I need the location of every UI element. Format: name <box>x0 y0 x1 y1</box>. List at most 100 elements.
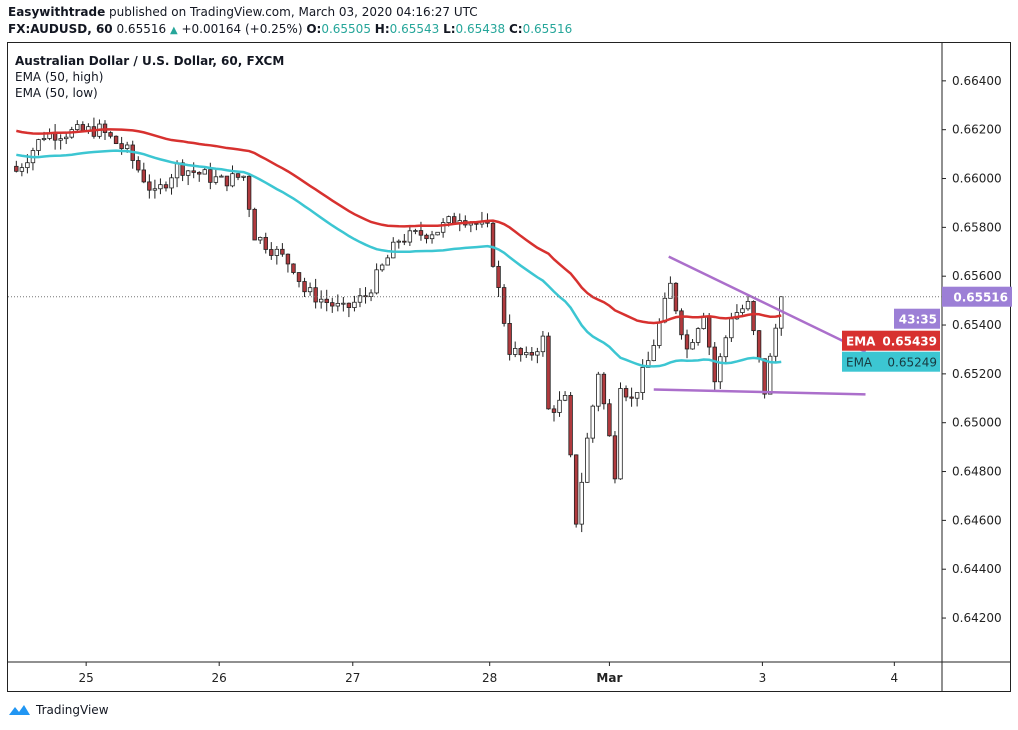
candle-down <box>80 124 86 131</box>
candle-down <box>418 230 424 236</box>
candle-down <box>501 287 507 324</box>
candle-up <box>396 240 401 243</box>
ema-high-value: 0.65439 <box>882 335 937 349</box>
ema-high-tag: EMA <box>846 335 876 349</box>
author[interactable]: Easywithtrade <box>8 5 106 19</box>
publish-info: Easywithtrade published on TradingView.c… <box>8 5 478 19</box>
candle-up <box>357 295 363 303</box>
candle-down <box>280 248 285 255</box>
candle-up <box>562 394 568 401</box>
candle-down <box>529 352 535 356</box>
candle-up <box>352 301 357 308</box>
candle-down <box>573 454 579 525</box>
chart-legend: Australian Dollar / U.S. Dollar, 60, FXC… <box>15 53 284 101</box>
candle-up <box>557 399 562 413</box>
price-tick-label: 0.64800 <box>952 465 1002 479</box>
price-tick-label: 0.65000 <box>952 416 1002 430</box>
candle-down <box>496 265 501 288</box>
open-value: 0.65505 <box>321 22 371 36</box>
candle-up <box>435 231 440 236</box>
legend-title: Australian Dollar / U.S. Dollar, 60, FXC… <box>15 54 285 68</box>
candle-down <box>302 281 307 293</box>
candle-up <box>391 241 396 259</box>
candle-down <box>163 184 169 189</box>
candle-up <box>640 367 645 393</box>
candle-up <box>657 321 662 346</box>
candle-down <box>629 396 634 399</box>
candle-up <box>718 356 723 383</box>
candle-up <box>690 342 695 350</box>
candle-up <box>590 405 595 439</box>
candle-down <box>14 165 19 172</box>
trendline-lower <box>653 388 866 396</box>
candle-down <box>684 334 690 350</box>
time-tick-label: 28 <box>482 671 497 685</box>
candle-down <box>224 175 230 187</box>
candle-down <box>252 208 257 241</box>
candle-up <box>185 170 191 176</box>
footer-brand[interactable]: TradingView <box>8 703 109 717</box>
time-tick-label: 4 <box>891 671 899 685</box>
candle-up <box>440 222 446 233</box>
candle-down <box>147 181 152 191</box>
candle-up <box>446 216 451 223</box>
low-value: 0.65438 <box>455 22 506 36</box>
price-tick-label: 0.66000 <box>952 172 1002 186</box>
candle-up <box>374 269 379 294</box>
time-tick-label: Mar <box>596 671 622 685</box>
publish-date: published on TradingView.com, March 03, … <box>109 5 478 19</box>
candle-up <box>318 298 324 303</box>
price-tick-label: 0.65200 <box>952 367 1002 381</box>
candle-down <box>235 173 241 178</box>
candle-down <box>313 287 318 303</box>
countdown-label: 43:35 <box>899 313 937 327</box>
candle-down <box>180 162 185 176</box>
change: +0.00164 (+0.25%) <box>181 22 303 36</box>
ema-low-label-bg <box>842 351 940 372</box>
price-tick-label: 0.64400 <box>952 562 1002 576</box>
ema-high-line <box>16 128 782 325</box>
candle-down <box>607 403 612 437</box>
candle-down <box>712 346 717 383</box>
candle-down <box>601 373 607 405</box>
candle-up <box>25 162 30 169</box>
candle-down <box>623 388 629 398</box>
last-price: 0.65516 <box>116 22 167 36</box>
candle-up <box>634 392 640 399</box>
close-value: 0.65516 <box>522 22 573 36</box>
legend-ema-high[interactable]: EMA (50, high) <box>15 70 104 84</box>
candle-up <box>213 176 219 183</box>
candle-up <box>745 300 751 310</box>
up-arrow-icon: ▲ <box>169 25 178 36</box>
time-tick-label: 25 <box>79 671 94 685</box>
candle-up <box>307 287 313 293</box>
candle-down <box>568 394 573 456</box>
candle-down <box>679 310 684 336</box>
legend-ema-low[interactable]: EMA (50, low) <box>15 86 98 100</box>
candle-down <box>546 335 551 410</box>
close-label: C: <box>508 22 523 36</box>
candle-up <box>385 257 390 266</box>
brand-name: TradingView <box>36 703 109 717</box>
candle-up <box>773 327 778 357</box>
candle-up <box>258 237 263 241</box>
candle-up <box>695 328 701 343</box>
candle-down <box>706 315 712 348</box>
candle-down <box>330 302 335 307</box>
candle-down <box>474 222 479 225</box>
candle-up <box>36 139 41 151</box>
trendline-upper <box>668 255 867 354</box>
ohlc-bar: FX:AUDUSD, 60 0.65516 ▲ +0.00164 (+0.25%… <box>8 22 572 36</box>
candle-up <box>618 388 623 480</box>
time-tick-label: 26 <box>212 671 227 685</box>
candle-down <box>762 358 767 395</box>
candle-down <box>424 234 429 240</box>
candle-up <box>230 173 235 187</box>
candle-up <box>379 264 385 271</box>
candle-down <box>136 160 141 171</box>
current-price-label: 0.65516 <box>953 291 1008 305</box>
candle-down <box>612 435 618 480</box>
time-tick-label: 27 <box>345 671 360 685</box>
candle-up <box>58 138 63 141</box>
